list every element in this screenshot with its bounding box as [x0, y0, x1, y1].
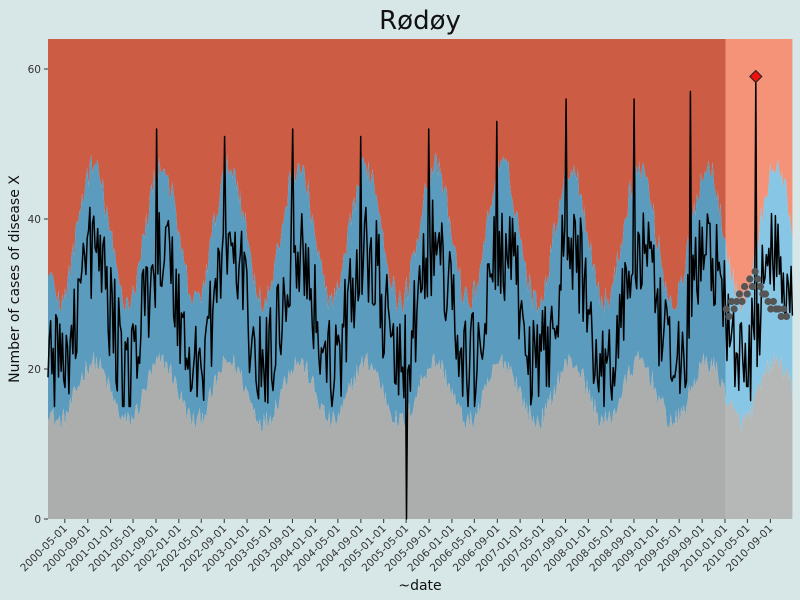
forecast-point-12: [754, 275, 762, 283]
chart-title: Rødøy: [379, 6, 461, 36]
y-tick-label-40: 40: [28, 214, 41, 226]
y-axis-label: Number of cases of disease X: [7, 175, 23, 383]
forecast-point-8: [743, 290, 751, 298]
forecast-point-5: [735, 290, 744, 298]
area-high-forecast: [725, 39, 793, 315]
x-axis-label: ~date: [398, 578, 441, 594]
y-tick-label-0: 0: [34, 514, 41, 526]
plot-area: [47, 39, 794, 520]
outbreak-marker: [749, 69, 763, 84]
forecast-point-11: [751, 267, 759, 276]
area-low-forecast: [725, 352, 793, 519]
area-normal-historical: [48, 152, 726, 433]
forecast-point-23: [782, 312, 791, 321]
y-tick-label-20: 20: [28, 364, 41, 376]
forecast-point-21: [777, 312, 785, 321]
observed-series-line: [47, 75, 794, 520]
forecast-point-9: [746, 275, 754, 283]
forecast-point-22: [780, 305, 788, 313]
forecast-point-3: [730, 305, 738, 313]
forecast-point-1: [725, 312, 733, 321]
y-axis: 0 20 40 60: [28, 64, 48, 526]
forecast-point-2: [727, 297, 736, 306]
forecast-point-18: [769, 297, 778, 306]
forecast-point-10: [748, 282, 757, 291]
forecast-point-20: [775, 305, 783, 313]
forecast-point-16: [764, 297, 772, 306]
forecast-point-7: [741, 282, 749, 291]
forecast-point-0: [722, 305, 730, 313]
forecast-point-17: [767, 305, 775, 313]
y-tick-label-60: 60: [28, 64, 41, 76]
forecast-point-13: [756, 282, 764, 291]
forecast-point-4: [733, 297, 741, 306]
forecast-point-6: [738, 297, 746, 306]
area-low-historical: [48, 350, 726, 519]
forecast-point-15: [761, 290, 770, 298]
area-high-historical: [48, 39, 726, 315]
